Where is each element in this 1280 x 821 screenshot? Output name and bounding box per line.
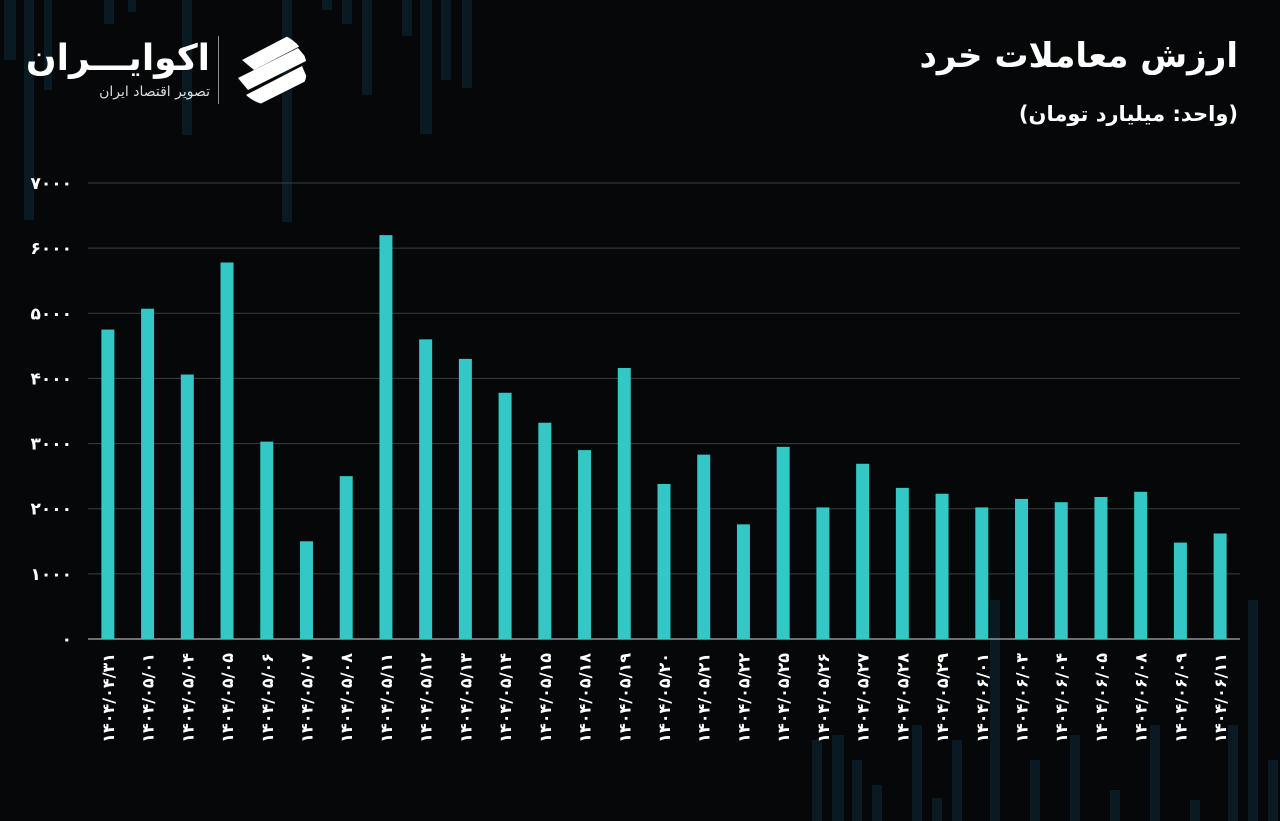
- x-tick-label: ۱۴۰۴/۰۵/۰۱: [139, 653, 158, 743]
- y-tick-label: ۰: [62, 630, 72, 650]
- bar: [1173, 542, 1187, 639]
- x-tick-label: ۱۴۰۴/۰۵/۲۱: [695, 653, 714, 743]
- logo-divider: [218, 36, 219, 104]
- bar: [736, 524, 750, 639]
- bar: [538, 422, 552, 639]
- x-tick-label: ۱۴۰۴/۰۵/۰۴: [178, 653, 197, 743]
- x-tick-label: ۱۴۰۴/۰۵/۲۲: [734, 653, 753, 743]
- bar: [101, 329, 115, 639]
- brand-tagline: تصویر اقتصاد ایران: [99, 84, 210, 100]
- bar: [657, 483, 671, 639]
- bar: [1134, 491, 1148, 639]
- bar: [935, 493, 949, 639]
- bar: [697, 454, 711, 639]
- y-tick-label: ۴۰۰۰: [30, 369, 72, 389]
- x-tick-label: ۱۴۰۴/۰۵/۲۷: [854, 653, 873, 743]
- x-tick-label: ۱۴۰۴/۰۵/۱۹: [615, 653, 634, 743]
- bar: [816, 507, 830, 639]
- bar: [1054, 502, 1068, 639]
- x-tick-label: ۱۴۰۴/۰۶/۰۸: [1132, 653, 1151, 743]
- brand-logo: اکوایـــران تصویر اقتصاد ایران: [25, 30, 320, 110]
- y-tick-label: ۵۰۰۰: [30, 304, 72, 324]
- x-tick-label: ۱۴۰۴/۰۵/۲۹: [933, 653, 952, 743]
- bar: [1213, 533, 1227, 639]
- bar: [1094, 496, 1108, 639]
- x-tick-label: ۱۴۰۴/۰۴/۳۱: [99, 653, 118, 743]
- y-tick-label: ۲۰۰۰: [30, 500, 72, 520]
- x-tick-label: ۱۴۰۴/۰۵/۲۵: [774, 653, 793, 743]
- x-tick-label: ۱۴۰۴/۰۵/۲۸: [893, 653, 912, 743]
- x-tick-label: ۱۴۰۴/۰۵/۱۴: [496, 653, 515, 743]
- bar: [379, 235, 393, 639]
- bar: [180, 374, 194, 639]
- y-tick-label: ۳۰۰۰: [30, 435, 72, 455]
- brand-mark-icon: [238, 34, 307, 105]
- x-tick-label: ۱۴۰۴/۰۶/۱۱: [1211, 653, 1230, 743]
- brand-name: اکوایـــران: [25, 38, 210, 79]
- x-tick-label: ۱۴۰۴/۰۶/۰۹: [1171, 653, 1190, 743]
- x-axis-ticks: ۱۴۰۴/۰۴/۳۱ ۱۴۰۴/۰۵/۰۱ ۱۴۰۴/۰۵/۰۴ ۱۴۰۴/۰۵/۰۵…: [99, 653, 1230, 743]
- x-tick-label: ۱۴۰۴/۰۵/۱۸: [576, 653, 595, 743]
- x-tick-label: ۱۴۰۴/۰۶/۰۵: [1092, 653, 1111, 743]
- bar: [498, 392, 512, 639]
- x-tick-label: ۱۴۰۴/۰۶/۰۳: [1013, 653, 1032, 743]
- bar: [419, 339, 433, 639]
- bar: [856, 463, 870, 639]
- y-tick-label: ۷۰۰۰: [30, 174, 72, 194]
- x-tick-label: ۱۴۰۴/۰۵/۲۰: [655, 653, 674, 743]
- bar: [141, 308, 155, 639]
- bar: [458, 358, 472, 639]
- y-axis-ticks: ۰ ۱۰۰۰ ۲۰۰۰ ۳۰۰۰ ۴۰۰۰ ۵۰۰۰ ۶۰۰۰ ۷۰۰۰: [30, 174, 72, 650]
- y-tick-label: ۱۰۰۰: [30, 565, 72, 585]
- bar: [776, 446, 790, 639]
- x-tick-label: ۱۴۰۴/۰۶/۰۴: [1052, 653, 1071, 743]
- y-tick-label: ۶۰۰۰: [30, 239, 72, 259]
- bar: [578, 450, 592, 639]
- x-tick-label: ۱۴۰۴/۰۵/۰۸: [337, 653, 356, 743]
- bar: [220, 262, 234, 639]
- x-tick-label: ۱۴۰۴/۰۵/۰۵: [218, 653, 237, 743]
- bar: [339, 476, 353, 639]
- bar: [299, 541, 313, 639]
- bar: [1015, 498, 1029, 639]
- x-tick-label: ۱۴۰۴/۰۵/۱۲: [417, 653, 436, 743]
- x-tick-label: ۱۴۰۴/۰۵/۰۷: [297, 653, 316, 743]
- bar: [895, 487, 909, 639]
- x-tick-label: ۱۴۰۴/۰۵/۱۵: [536, 653, 555, 743]
- chart-subtitle: (واحد: میلیارد تومان): [1018, 102, 1238, 126]
- x-tick-label: ۱۴۰۴/۰۶/۰۱: [973, 653, 992, 743]
- bar: [617, 368, 631, 639]
- bar: [260, 441, 274, 639]
- bar: [975, 507, 989, 639]
- x-tick-label: ۱۴۰۴/۰۵/۱۱: [377, 653, 396, 743]
- bars: [101, 235, 1227, 639]
- chart-title: ارزش معاملات خرد: [919, 36, 1238, 76]
- x-tick-label: ۱۴۰۴/۰۵/۱۳: [456, 653, 475, 743]
- x-tick-label: ۱۴۰۴/۰۵/۰۶: [258, 653, 277, 743]
- x-tick-label: ۱۴۰۴/۰۵/۲۶: [814, 653, 833, 743]
